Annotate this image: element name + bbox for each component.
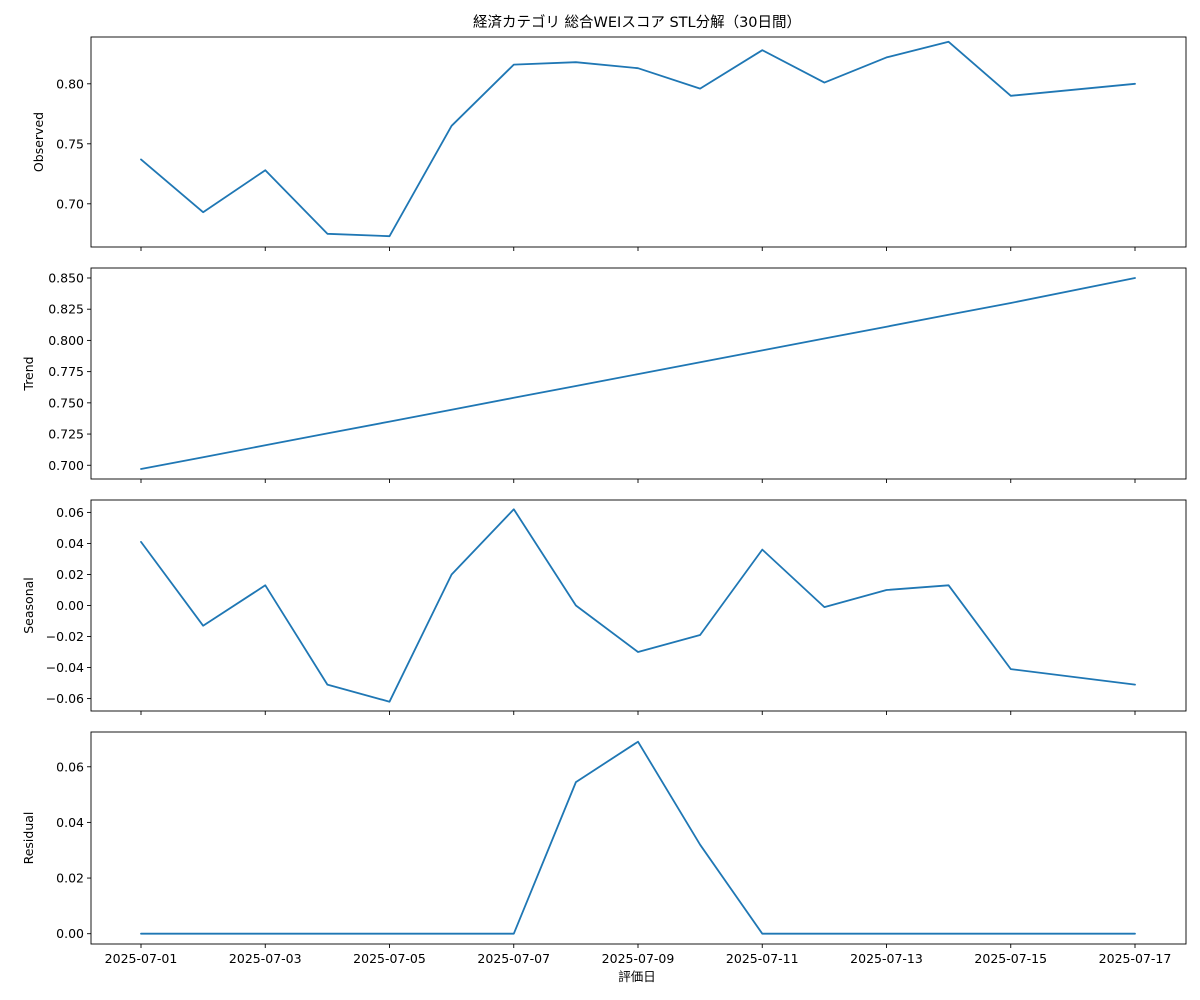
series-line-seasonal — [140, 508, 1136, 703]
y-tick-label-trend: 0.775 — [48, 364, 84, 379]
y-tick-label-seasonal: −0.04 — [46, 660, 84, 675]
series-line-trend — [140, 277, 1136, 470]
panel-observed: 0.70 0.75 0.80 Observed — [31, 36, 1187, 251]
y-tick-label-residual: 0.02 — [56, 871, 84, 886]
y-tick-label-seasonal: −0.06 — [46, 691, 84, 706]
x-tick-label: 2025-07-15 — [974, 951, 1047, 966]
y-tick-label-trend: 0.725 — [48, 427, 84, 442]
panel-residual: 0.00 0.02 0.04 0.06 Residual 2025-07-01 2025-0… — [21, 731, 1187, 966]
plot-frame-observed — [90, 36, 1187, 248]
panels-group: 0.70 0.75 0.80 Observed 0.700 0.725 0.750 0.775… — [21, 36, 1187, 966]
y-tick-label-residual: 0.04 — [56, 815, 84, 830]
series-line-residual — [140, 740, 1136, 935]
x-tick-label: 2025-07-09 — [602, 951, 675, 966]
panel-seasonal: 0.06 0.04 0.02 0.00 −0.02 −0.04 −0.06 Seasonal — [21, 499, 1187, 715]
series-line-observed — [140, 40, 1136, 238]
y-tick-label-seasonal: 0.02 — [56, 567, 84, 582]
x-tick-label: 2025-07-03 — [229, 951, 302, 966]
y-axis-label-observed: Observed — [31, 112, 46, 172]
x-tick-label: 2025-07-05 — [353, 951, 426, 966]
y-tick-label-seasonal: −0.02 — [46, 629, 84, 644]
x-tick-label: 2025-07-11 — [726, 951, 799, 966]
x-tick-label: 2025-07-17 — [1099, 951, 1172, 966]
y-tick-label-seasonal: 0.06 — [56, 505, 84, 520]
plot-frame-trend — [90, 267, 1187, 480]
y-tick-label-residual: 0.06 — [56, 759, 84, 774]
plot-frame-seasonal — [90, 499, 1187, 712]
plot-frame-residual — [90, 731, 1187, 945]
y-axis-label-residual: Residual — [21, 812, 36, 865]
y-tick-label-residual: 0.00 — [56, 926, 84, 941]
x-tick-label: 2025-07-13 — [850, 951, 923, 966]
y-tick-label-seasonal: 0.04 — [56, 536, 84, 551]
y-tick-label-trend: 0.700 — [48, 458, 84, 473]
x-tick-label: 2025-07-01 — [105, 951, 178, 966]
y-tick-label-trend: 0.800 — [48, 333, 84, 348]
panel-trend: 0.700 0.725 0.750 0.775 0.800 0.825 0.850 Trend — [21, 267, 1187, 483]
y-tick-label-observed: 0.70 — [56, 196, 84, 211]
y-axis-label-trend: Trend — [21, 356, 36, 391]
y-axis-label-seasonal: Seasonal — [21, 577, 36, 634]
y-tick-label-seasonal: 0.00 — [56, 598, 84, 613]
chart-title: 経済カテゴリ 総合WEIスコア STL分解（30日間） — [473, 13, 801, 31]
y-tick-label-trend: 0.850 — [48, 270, 84, 285]
x-axis-label: 評価日 — [618, 969, 656, 984]
y-tick-label-trend: 0.825 — [48, 302, 84, 317]
x-tick-label: 2025-07-07 — [477, 951, 550, 966]
y-tick-label-trend: 0.750 — [48, 395, 84, 410]
y-tick-label-observed: 0.75 — [56, 136, 84, 151]
y-tick-label-observed: 0.80 — [56, 76, 84, 91]
